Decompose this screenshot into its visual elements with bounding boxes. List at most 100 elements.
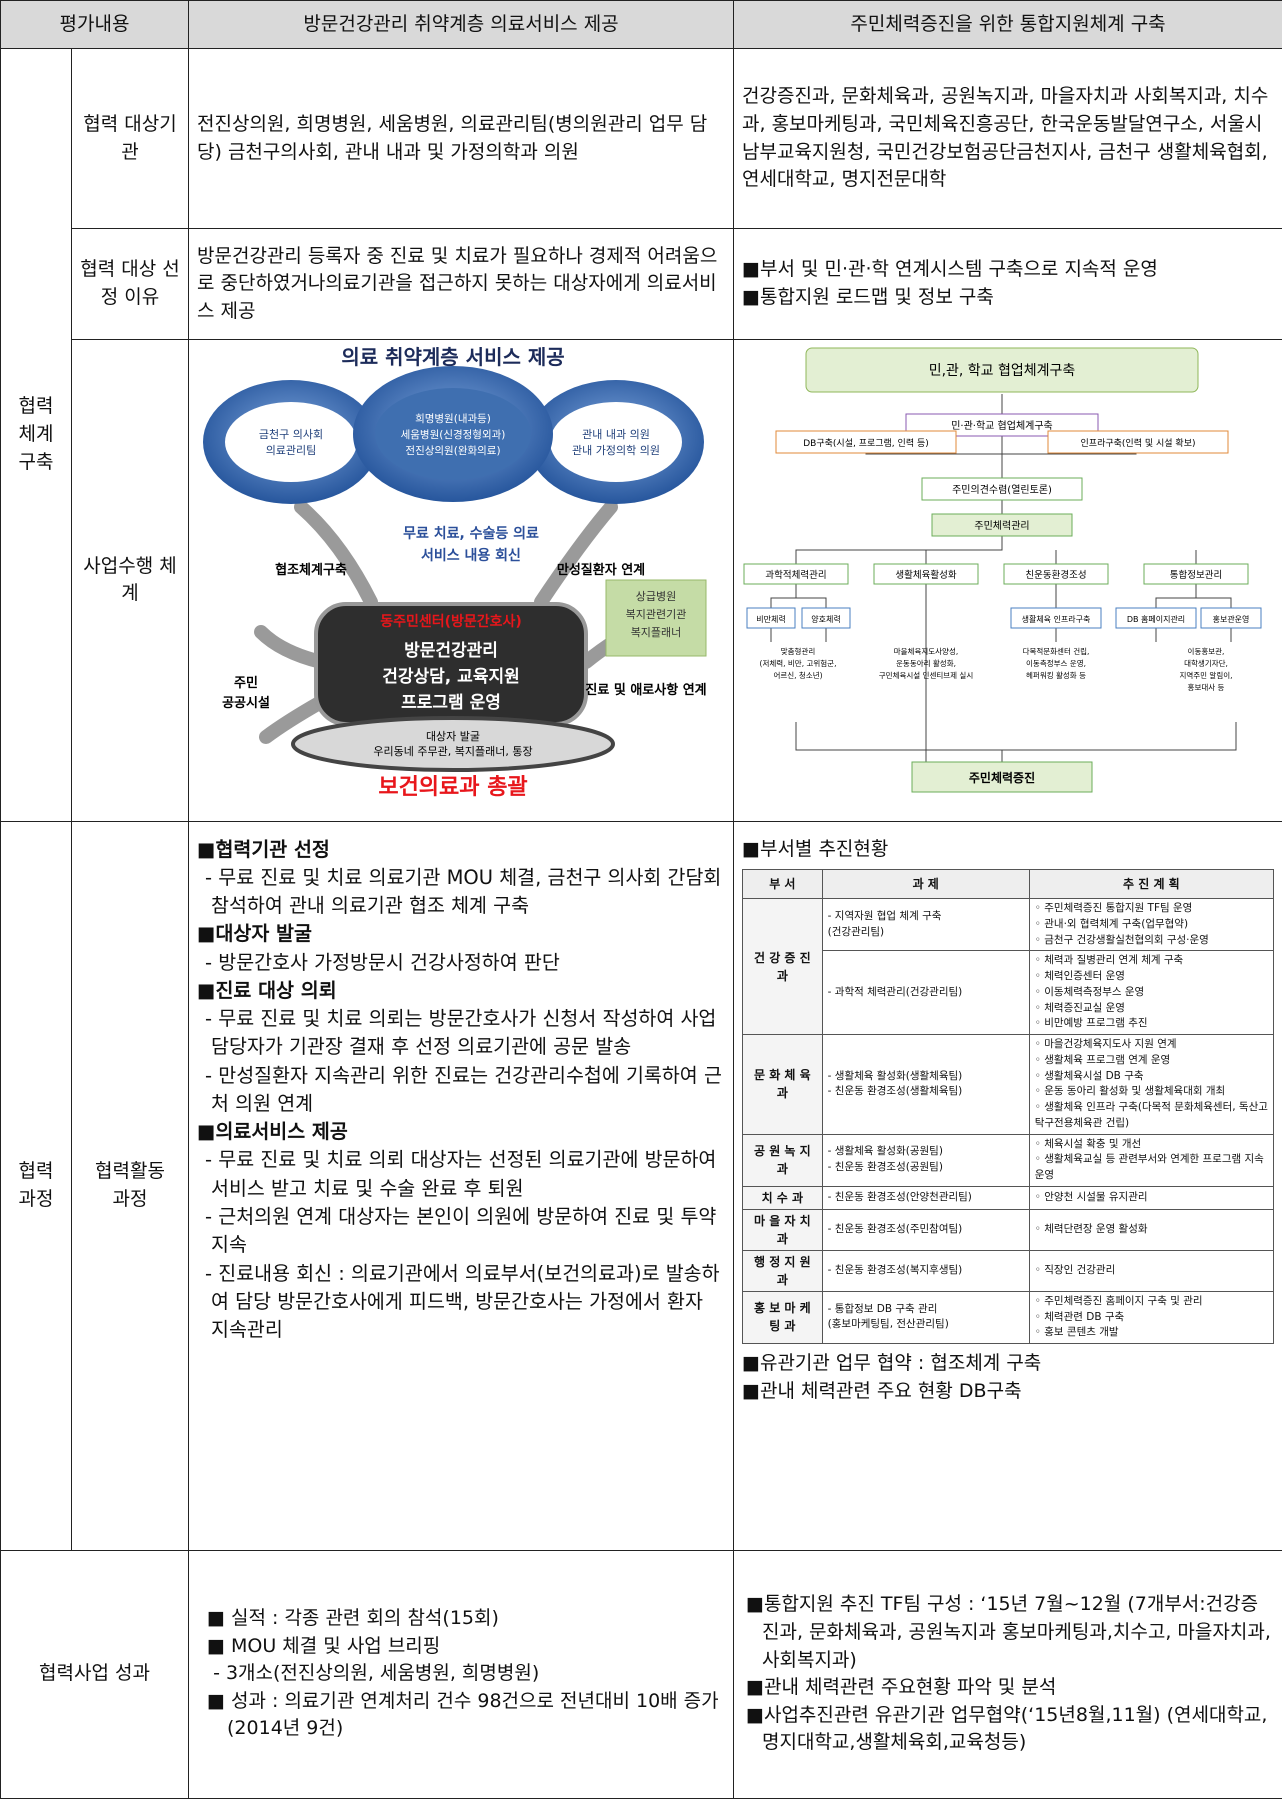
- footer: 보건의료과 총괄: [378, 775, 527, 800]
- dept: 문 화 체 육 과: [743, 1035, 823, 1135]
- plan: ◦ 이동체력측정부스 운영: [1035, 985, 1268, 1001]
- detail-text: 다목적문화센터 건립,: [1023, 646, 1090, 656]
- task: - 친운동 환경조성(안양천관리팀): [828, 1190, 1024, 1206]
- box-text: DB구축(시설, 프로그램, 인력 등): [803, 437, 929, 449]
- box-text: 민·관·학교 협업체계구축: [951, 419, 1053, 432]
- label: 무료 치료, 수술등 의료: [403, 525, 539, 542]
- box-text: 통합정보관리: [1170, 570, 1222, 581]
- plan: ◦ 안양천 시설물 유지관리: [1035, 1190, 1268, 1206]
- task: (홍보마케팅팀, 전산관리팀): [828, 1317, 1024, 1333]
- diagram: 민,관, 학교 협업체계구축 민·관·학교 협업체계구축 DB구축(시설, 프로…: [736, 342, 1268, 810]
- bullet: ■ 성과 : 의료기관 연계처리 건수 98건으로 전년대비 10배 증가(20…: [207, 1688, 725, 1743]
- center-text: 방문건강관리: [404, 641, 498, 661]
- task: - 친운동 환경조성(생활체육팀): [828, 1084, 1024, 1100]
- task: - 생활체육 활성화(생활체육팀): [828, 1069, 1024, 1085]
- detail-text: 맞춤형관리: [781, 646, 816, 656]
- task: (건강관리팀): [828, 925, 1024, 941]
- task: - 통합정보 DB 구축 관리: [828, 1302, 1024, 1318]
- row-label: 협력 대상기관: [72, 49, 189, 229]
- plan: ◦ 생활체육 인프라 구축(다목적 문화체육센터, 독산고 탁구전용체육관 건립…: [1035, 1100, 1268, 1132]
- item-line: - 근처의원 연계 대상자는 본인이 의원에 방문하여 진료 및 투약 지속: [197, 1203, 725, 1260]
- detail-text: 운동동아리 활성화,: [896, 658, 956, 668]
- item-line: - 무료 진료 및 치료 의뢰는 방문간호사가 신청서 작성하여 사업담당자가 …: [197, 1005, 725, 1062]
- box-text: DB 홈페이지관리: [1127, 614, 1185, 624]
- item-line: - 방문간호사 가정방문시 건강사정하여 판단: [197, 949, 725, 977]
- plans: ◦ 안양천 시설물 유지관리: [1029, 1186, 1273, 1209]
- side-text: 복지관련기관: [626, 608, 687, 621]
- cell: ■통합지원 추진 TF팀 구성 : ‘15년 7월~12월 (7개부서:건강증진…: [734, 1550, 1282, 1798]
- label: 진료 및 애로사항 연계: [585, 682, 706, 698]
- circle-text: 금천구 의사회: [259, 427, 323, 441]
- tasks: - 친운동 환경조성(주민참여팀): [822, 1209, 1029, 1250]
- center-text: 프로그램 운영: [401, 693, 501, 713]
- tasks: - 생활체육 활성화(생활체육팀)- 친운동 환경조성(생활체육팀): [822, 1035, 1029, 1135]
- label: 주민: [234, 675, 258, 691]
- plans: ◦ 주민체력증진 통합지원 TF팀 운영◦ 관내·외 협력체계 구축(업무협약)…: [1029, 899, 1273, 951]
- inner-header-cell: 추 진 계 획: [1029, 870, 1273, 899]
- item-heading: ■대상자 발굴: [197, 920, 725, 948]
- box-text: 민,관, 학교 협업체계구축: [929, 363, 1076, 379]
- plans: ◦ 체육시설 확충 및 개선◦ 생활체육교실 등 관련부서와 연계한 프로그램 …: [1029, 1134, 1273, 1186]
- box-text: 생활체육활성화: [895, 569, 956, 581]
- circle-text: 세움병원(신경정형외과): [401, 428, 506, 441]
- plans: ◦ 주민체력증진 홈페이지 구축 및 관리◦ 체력관련 DB 구축◦ 홍보 콘텐…: [1029, 1291, 1273, 1343]
- detail-text: 지역주민 알림이,: [1179, 670, 1232, 680]
- tasks: - 통합정보 DB 구축 관리(홍보마케팅팀, 전산관리팀): [822, 1291, 1029, 1343]
- inner-row: 마 을 자 치 과- 친운동 환경조성(주민참여팀)◦ 체력단련장 운영 활성화: [743, 1209, 1274, 1250]
- tasks: - 친운동 환경조성(복지후생팀): [822, 1250, 1029, 1291]
- plan: ◦ 주민체력증진 통합지원 TF팀 운영: [1035, 901, 1268, 917]
- circle-text: 전진상의원(완화의료): [405, 444, 500, 457]
- box-text: 홍보관운영: [1213, 614, 1250, 624]
- section-label: 협력 과정: [1, 821, 72, 1550]
- row: 협력 대상 선정 이유 방문건강관리 등록자 중 진료 및 치료가 필요하나 경…: [1, 229, 1282, 340]
- plan: ◦ 체력과 질병관리 연계 체계 구축: [1035, 953, 1268, 969]
- plan: ◦ 생활체육시설 DB 구축: [1035, 1069, 1268, 1085]
- cell: 의료 취약계층 서비스 제공 금천구 의사회 의료관리팀 희명병원(내과등) 세…: [189, 340, 734, 822]
- dept: 건 강 증 진 과: [743, 899, 823, 1035]
- task: - 친운동 환경조성(주민참여팀): [828, 1222, 1024, 1238]
- detail-text: 마을체육지도사양성,: [894, 646, 958, 656]
- box-text: 인프라구축(인력 및 시설 확보): [1081, 437, 1196, 449]
- bullet: ■통합지원 로드맵 및 정보 구축: [742, 284, 1274, 312]
- plan: ◦ 생활체육교실 등 관련부서와 연계한 프로그램 지속 운영: [1035, 1152, 1268, 1184]
- plan: ◦ 마을건강체육지도사 지원 연계: [1035, 1037, 1268, 1053]
- plan: ◦ 체력증진교실 운영: [1035, 1001, 1268, 1017]
- box-text: 비만체력: [756, 614, 785, 624]
- plans: ◦ 체력과 질병관리 연계 체계 구축◦ 체력인증센터 운영◦ 이동체력측정부스…: [1029, 951, 1273, 1035]
- row: 사업수행 체계 의료 취약계층 서비스 제공 금천구 의사회 의료관리팀 희명병…: [1, 340, 1282, 822]
- box-text: 과학적체력관리: [765, 569, 826, 581]
- circle-inner: [550, 402, 682, 482]
- cell: ■부서 및 민·관·학 연계시스템 구축으로 지속적 운영■통합지원 로드맵 및…: [734, 229, 1282, 340]
- header-cell: 평가내용: [1, 1, 189, 49]
- task: - 생활체육 활성화(공원팀): [828, 1144, 1024, 1160]
- inner-row: 공 원 녹 지 과- 생활체육 활성화(공원팀)- 친운동 환경조성(공원팀)◦…: [743, 1134, 1274, 1186]
- task: - 친운동 환경조성(공원팀): [828, 1160, 1024, 1176]
- tasks: - 생활체육 활성화(공원팀)- 친운동 환경조성(공원팀): [822, 1134, 1029, 1186]
- plan: ◦ 체력단련장 운영 활성화: [1035, 1222, 1268, 1238]
- section-label: 협력사업 성과: [1, 1550, 189, 1798]
- inner-row: 문 화 체 육 과- 생활체육 활성화(생활체육팀)- 친운동 환경조성(생활체…: [743, 1035, 1274, 1135]
- bullet: ■부서 및 민·관·학 연계시스템 구축으로 지속적 운영: [742, 256, 1274, 284]
- inner-row: 건 강 증 진 과- 지역자원 협업 체계 구축(건강관리팀)◦ 주민체력증진 …: [743, 899, 1274, 951]
- bullet: ■관내 체력관련 주요현황 파악 및 분석: [742, 1674, 1274, 1702]
- box-text: 친운동환경조성: [1025, 569, 1086, 581]
- row-label: 협력활동 과정: [72, 821, 189, 1550]
- header-row: 평가내용 방문건강관리 취약계층 의료서비스 제공 주민체력증진을 위한 통합지…: [1, 1, 1282, 49]
- plan: ◦ 체력인증센터 운영: [1035, 969, 1268, 985]
- detail-text: (저체력, 비만, 고위험군,: [760, 658, 837, 668]
- heading: ■부서별 추진현황: [742, 836, 1274, 864]
- circle-text: 관내 가정의학 의원: [572, 444, 660, 457]
- ellipse: [293, 718, 613, 770]
- row: 협력사업 성과 ■ 실적 : 각종 관련 회의 참석(15회)■ MOU 체결 …: [1, 1550, 1282, 1798]
- detail-text: 헤퍼워킹 활성화 등: [1026, 670, 1086, 680]
- plan: ◦ 홍보 콘텐츠 개발: [1035, 1325, 1268, 1341]
- bullet: ■사업추진관련 유관기관 업무협약(‘15년8월,11월) (연세대학교,명지대…: [742, 1702, 1274, 1757]
- bullet: - 3개소(전진상의원, 세움병원, 희명병원): [207, 1660, 725, 1688]
- inner-row: 홍 보 마 케 팅 과- 통합정보 DB 구축 관리(홍보마케팅팀, 전산관리팀…: [743, 1291, 1274, 1343]
- dept: 행 정 지 원 과: [743, 1250, 823, 1291]
